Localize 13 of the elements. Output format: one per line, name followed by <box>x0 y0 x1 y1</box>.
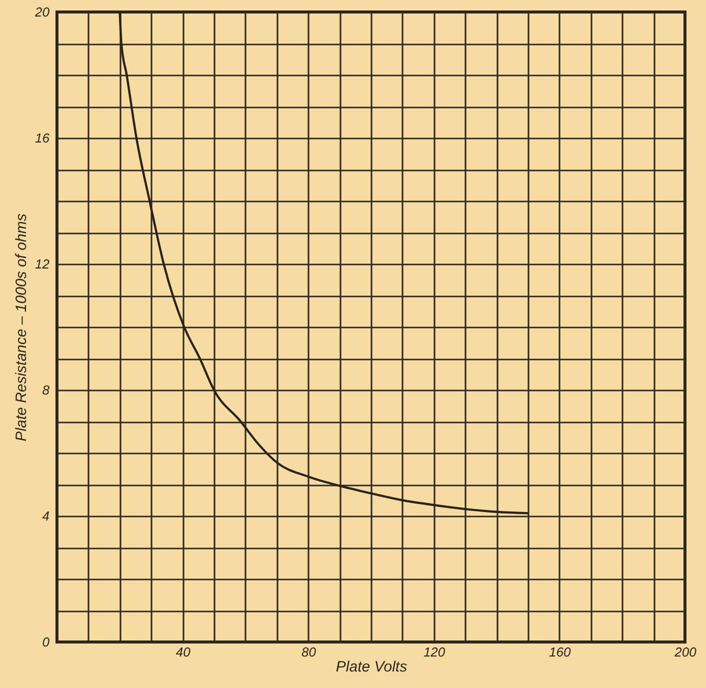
x-tick-label: 160 <box>549 644 572 660</box>
y-tick-label: 20 <box>34 4 50 20</box>
y-tick-label: 0 <box>42 634 50 650</box>
y-tick-label: 16 <box>35 130 50 146</box>
x-axis-title: Plate Volts <box>336 658 408 676</box>
x-tick-label: 200 <box>674 644 698 660</box>
y-tick-label: 8 <box>42 382 50 398</box>
x-tick-label: 120 <box>423 644 446 660</box>
y-axis-title: Plate Resistance – 1000s of ohms <box>13 213 30 442</box>
x-tick-label: 80 <box>301 644 317 660</box>
y-tick-label: 4 <box>42 508 50 524</box>
y-tick-label: 12 <box>35 256 50 272</box>
x-tick-label: 40 <box>176 644 192 660</box>
